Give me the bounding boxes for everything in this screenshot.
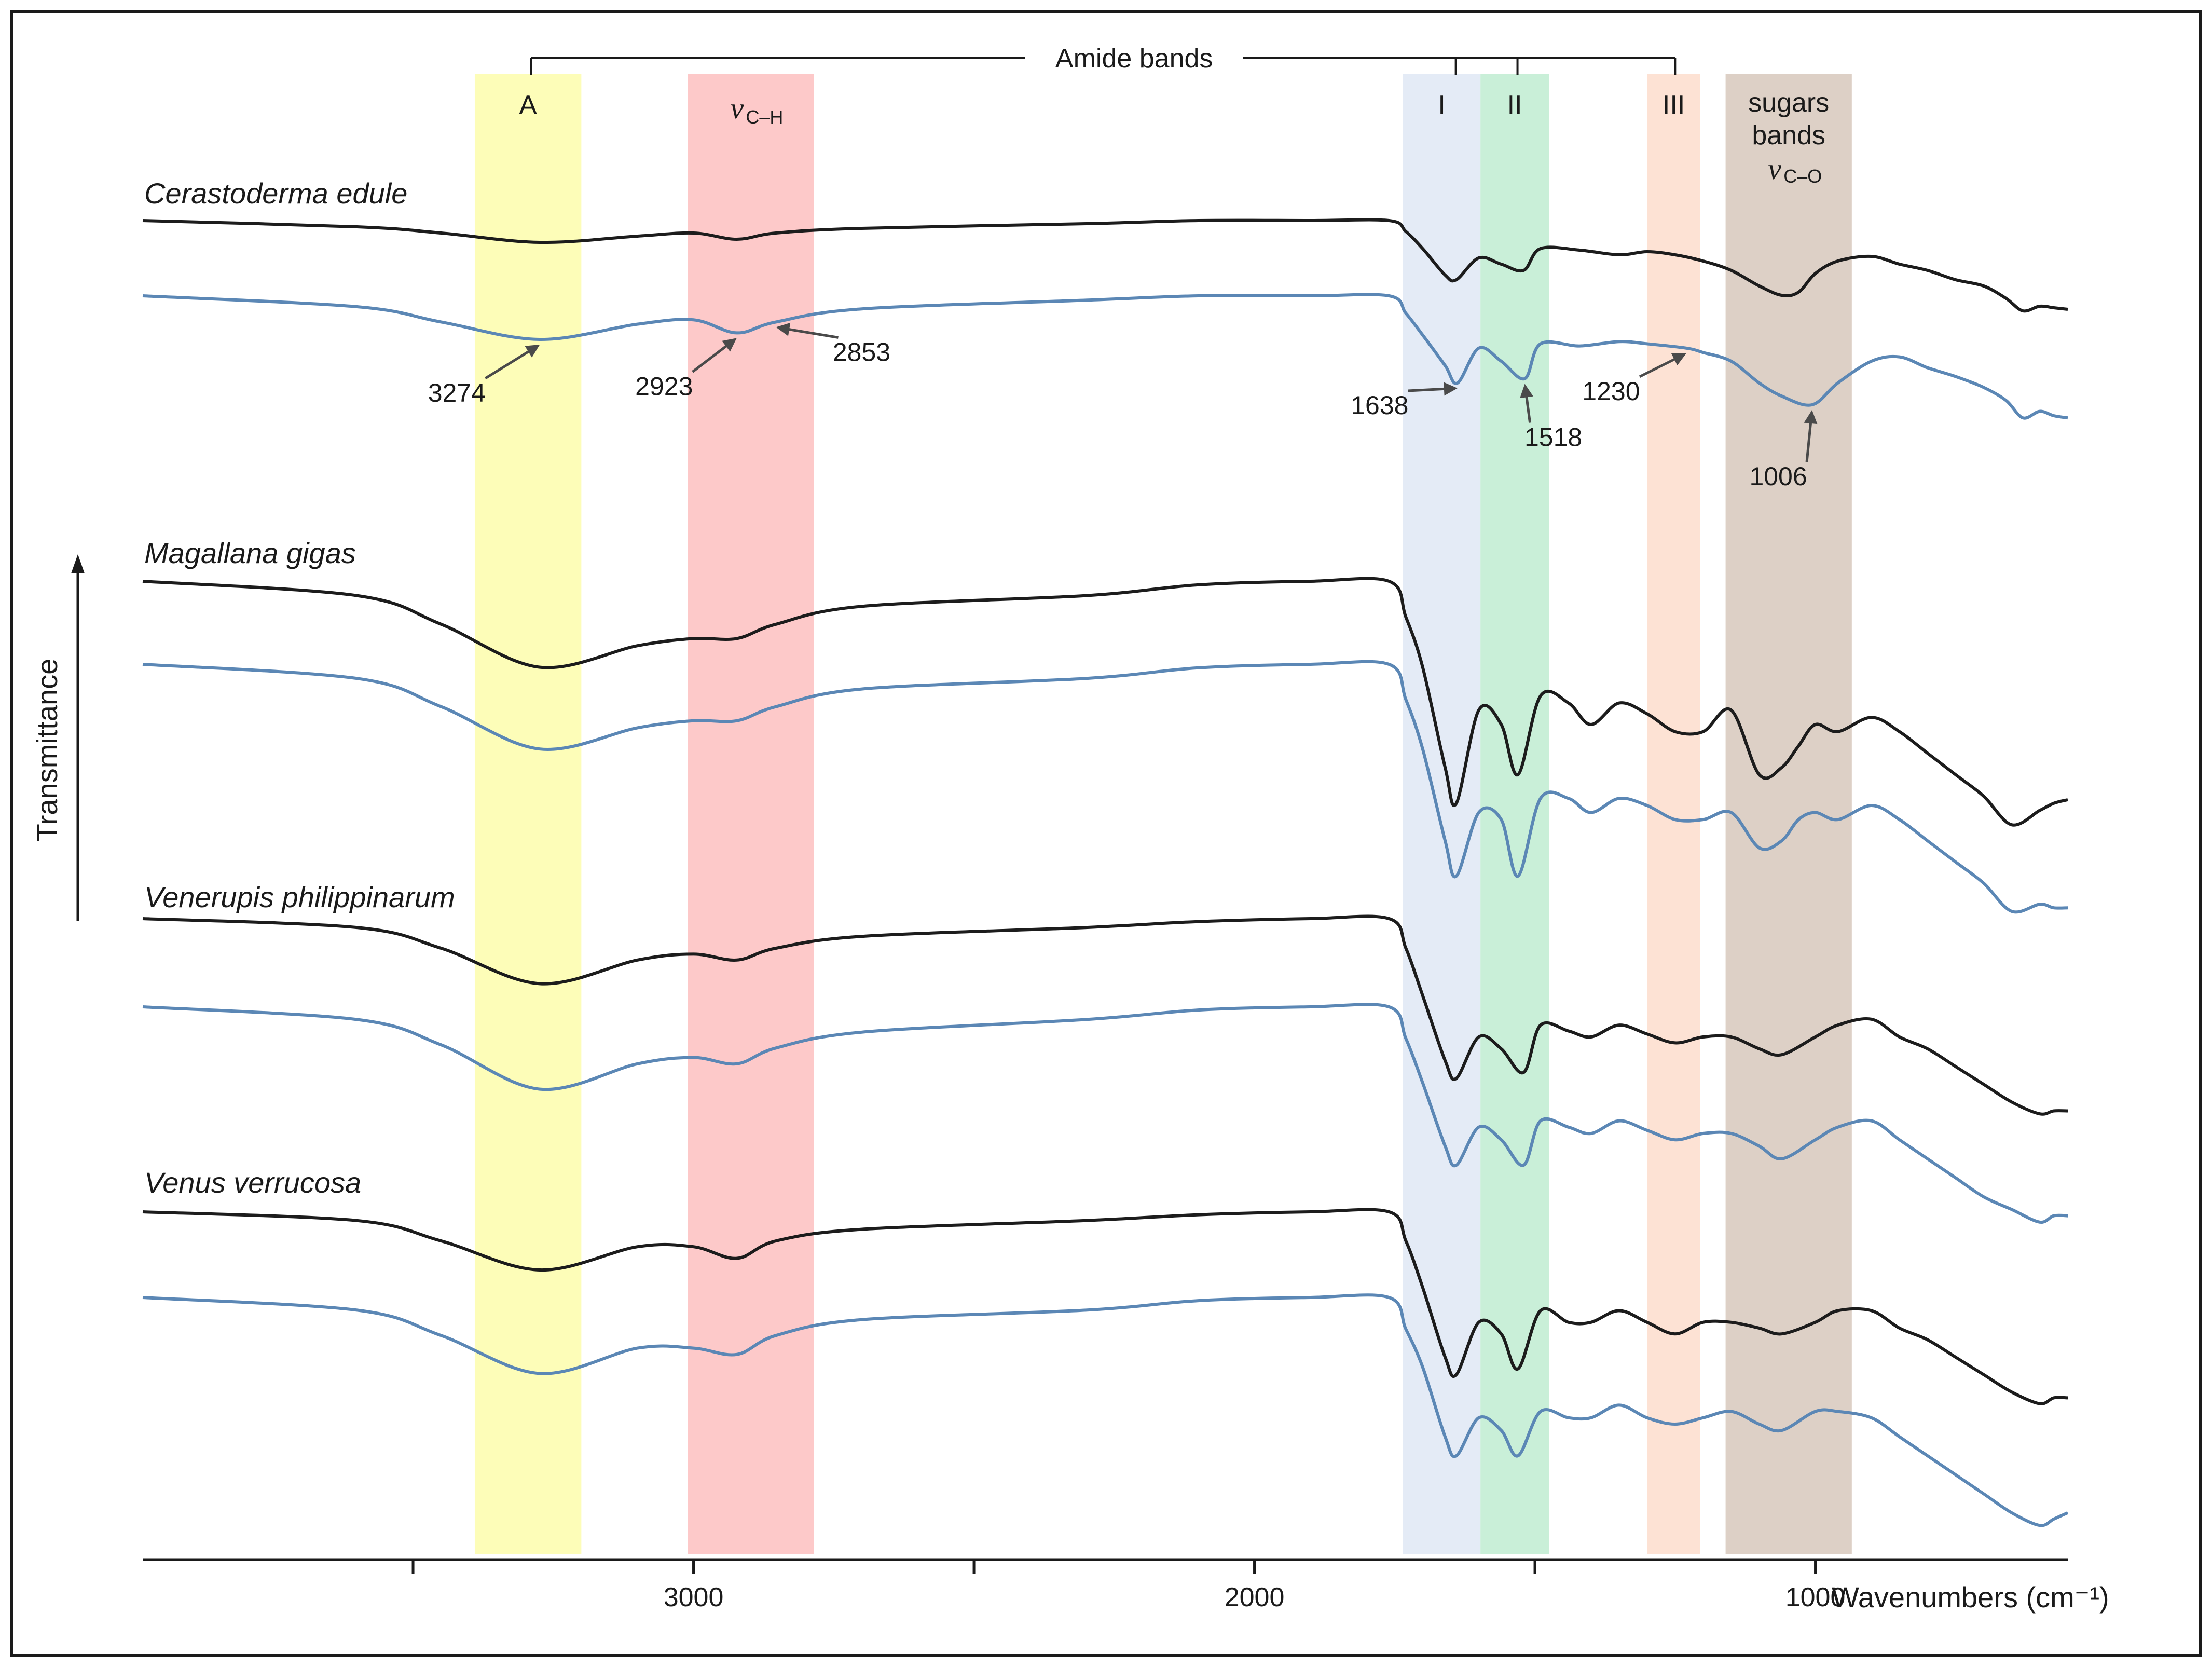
- band-sugars-highlight: [1725, 74, 1852, 1554]
- band-ch-sublabel: C–H: [746, 106, 783, 128]
- y-axis-title: Transmittance: [31, 659, 63, 842]
- spectrum-line-3: [142, 660, 2068, 914]
- peak-arrow-line: [485, 347, 534, 380]
- peak-arrow-head: [1444, 382, 1458, 396]
- band-a-highlight: [474, 74, 582, 1554]
- spectrum-line-1: [142, 293, 2068, 420]
- band-sugars-label-2: bands: [1752, 120, 1825, 151]
- band-iii-highlight: [1647, 74, 1700, 1554]
- species-label: Venerupis philippinarum: [144, 881, 455, 913]
- peak-arrow-line: [1408, 387, 1451, 392]
- peak-label-3274: 3274: [428, 378, 486, 407]
- peak-label-1638: 1638: [1351, 391, 1408, 420]
- peak-arrow-head: [1520, 384, 1533, 399]
- x-axis-ticks: 3000 2000 1000: [411, 1560, 1846, 1613]
- transmittance-arrow-head: [71, 554, 85, 573]
- band-sugars-sublabel: C–O: [1783, 166, 1822, 187]
- x-tick-label: 2000: [1225, 1582, 1285, 1613]
- peak-arrow-head: [722, 338, 737, 352]
- spectrum-line-2: [142, 577, 2068, 827]
- spectrum-line-5: [142, 1003, 2068, 1224]
- x-axis: 3000 2000 1000: [143, 1558, 2068, 1613]
- species-labels: Cerastoderma edule Magallana gigas Vener…: [144, 177, 455, 1199]
- band-ch-highlight: [688, 74, 814, 1554]
- peak-arrow-head: [525, 345, 540, 358]
- peak-arrow-line: [1805, 417, 1813, 462]
- x-tick-label: 1000: [1785, 1582, 1846, 1613]
- spectrum-line-6: [142, 1208, 2068, 1405]
- y-axis-indicator: Transmittance: [31, 554, 85, 921]
- band-sugars-nu: ν: [1768, 152, 1781, 186]
- peak-label-2853: 2853: [833, 337, 890, 366]
- spectra-lines: [142, 218, 2069, 1527]
- spectrum-line-0: [142, 218, 2068, 313]
- peak-arrow-head: [1671, 353, 1686, 366]
- band-i-label: I: [1438, 90, 1445, 120]
- peak-arrow-line: [1639, 355, 1681, 378]
- species-label: Magallana gigas: [144, 537, 356, 569]
- peak-arrow-head: [1804, 410, 1818, 425]
- species-label: Cerastoderma edule: [144, 177, 407, 210]
- peak-label-1006: 1006: [1749, 462, 1807, 491]
- band-sugars-label: sugars: [1748, 88, 1829, 118]
- peak-arrow-line: [692, 341, 732, 373]
- peak-arrow-head: [776, 322, 791, 336]
- x-axis-title: Wavenumbers (cm⁻¹): [1832, 1581, 2109, 1614]
- amide-bands-header: Amide bands: [1055, 44, 1213, 74]
- band-ch-label: ν: [730, 91, 744, 125]
- amide-bracket: Amide bands: [530, 44, 1677, 75]
- peak-label-2923: 2923: [635, 372, 693, 401]
- band-a-label: A: [519, 90, 537, 120]
- x-tick-label: 3000: [664, 1582, 724, 1613]
- spectrum-line-4: [142, 914, 2068, 1116]
- band-ii-highlight: [1480, 74, 1549, 1554]
- peak-label-1518: 1518: [1524, 423, 1582, 452]
- band-i-highlight: [1403, 74, 1481, 1554]
- band-iii-label: III: [1663, 90, 1685, 120]
- spectrum-line-7: [142, 1293, 2069, 1527]
- band-ii-label: II: [1507, 90, 1522, 120]
- peak-label-1230: 1230: [1582, 377, 1640, 406]
- species-label: Venus verrucosa: [144, 1166, 361, 1199]
- figure-frame: [10, 10, 2202, 1657]
- peak-arrow-line: [782, 327, 839, 339]
